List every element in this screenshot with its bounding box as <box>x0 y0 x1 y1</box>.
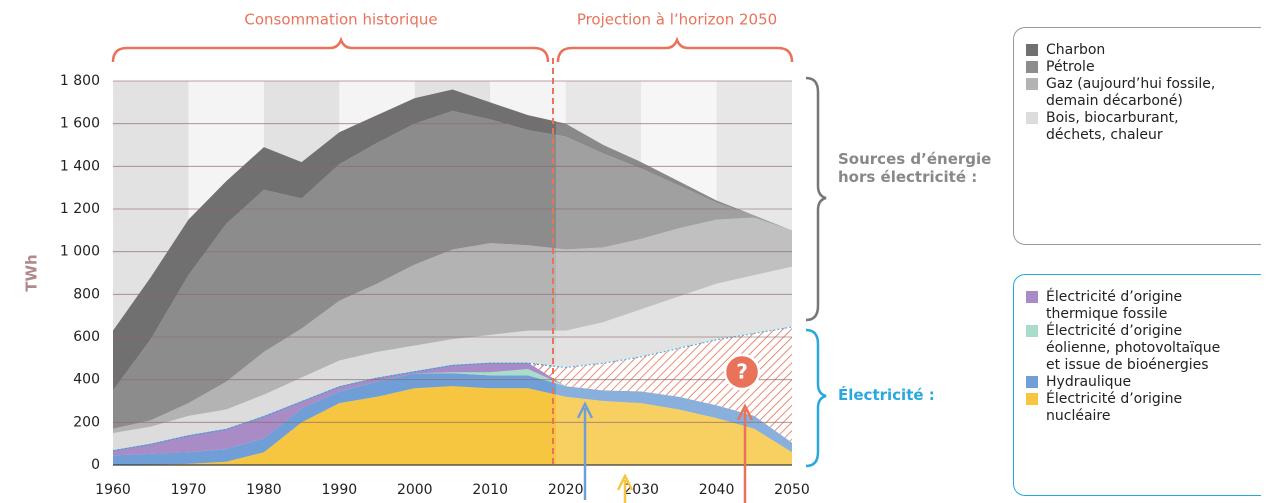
arrow <box>576 401 594 500</box>
y-tick-label: 1 400 <box>60 158 100 174</box>
legend-entry: Pétrole <box>1026 59 1261 76</box>
area <box>113 362 792 456</box>
brace <box>805 328 827 468</box>
legend-swatch <box>1026 376 1038 388</box>
legend-label: Pétrole <box>1046 59 1095 75</box>
projection-fade <box>556 81 792 465</box>
legend-label: Électricité d’origine thermique fossile <box>1046 289 1183 322</box>
y-tick-label: 400 <box>73 372 100 388</box>
non-electric-label: Sources d’énergie hors électricité : <box>838 150 992 186</box>
x-tick-label: 1990 <box>322 482 358 498</box>
legend-swatch <box>1026 78 1038 90</box>
brace <box>556 36 794 63</box>
legend-swatch <box>1026 112 1038 124</box>
legend-entry: Électricité d’origine nucléaire <box>1026 391 1261 425</box>
y-tick-label: 1 200 <box>60 201 100 217</box>
x-tick-label: 1970 <box>171 482 207 498</box>
y-tick-label: 1 000 <box>60 244 100 260</box>
y-tick-label: 1 600 <box>60 116 100 132</box>
electric-label: Électricité : <box>838 386 935 404</box>
historical-label: Consommation historique <box>244 11 437 29</box>
x-tick-label: 2000 <box>397 482 433 498</box>
y-axis-label: TWh <box>23 254 41 291</box>
legend-label: Électricité d’origine nucléaire <box>1046 391 1183 424</box>
legend-entry: Électricité d’origine éolienne, photovol… <box>1026 323 1261 374</box>
x-tick-label: 2030 <box>623 482 659 498</box>
legend-label: Gaz (aujourd’hui fossile, demain décarbo… <box>1046 76 1216 109</box>
legend-swatch <box>1026 325 1038 337</box>
x-tick-label: 1980 <box>246 482 282 498</box>
y-tick-label: 0 <box>91 457 100 473</box>
x-tick-label: 1960 <box>95 482 131 498</box>
unknown-label: ? <box>736 360 748 384</box>
arrow <box>736 403 754 503</box>
area <box>113 217 792 433</box>
brace <box>111 36 550 63</box>
x-tick-label: 2050 <box>774 482 810 498</box>
legend: Électricité d’origine thermique fossile É… <box>1013 274 1261 496</box>
y-tick-label: 600 <box>73 329 100 345</box>
x-tick-label: 2040 <box>699 482 735 498</box>
area <box>113 110 792 429</box>
legend-swatch <box>1026 291 1038 303</box>
legend-label: Charbon <box>1046 42 1106 58</box>
area <box>113 89 792 391</box>
legend: Charbon Pétrole Gaz (aujourd’hui fossile, … <box>1013 27 1261 245</box>
legend-entry: Bois, biocarburant, déchets, chaleur <box>1026 110 1261 144</box>
legend-label: Bois, biocarburant, déchets, chaleur <box>1046 110 1179 143</box>
x-tick-label: 2020 <box>548 482 584 498</box>
legend-label: Électricité d’origine éolienne, photovol… <box>1046 323 1221 373</box>
legend-entry: Gaz (aujourd’hui fossile, demain décarbo… <box>1026 76 1261 110</box>
legend-swatch <box>1026 393 1038 405</box>
arrow <box>616 473 634 503</box>
y-tick-label: 800 <box>73 286 100 302</box>
area <box>113 386 792 465</box>
legend-entry: Hydraulique <box>1026 374 1261 391</box>
y-tick-label: 1 800 <box>60 73 100 89</box>
legend-label: Hydraulique <box>1046 374 1132 390</box>
y-tick-label: 200 <box>73 414 100 430</box>
area <box>113 373 792 465</box>
legend-swatch <box>1026 44 1038 56</box>
legend-entry: Électricité d’origine thermique fossile <box>1026 289 1261 323</box>
unknown-badge <box>723 353 761 391</box>
legend-swatch <box>1026 61 1038 73</box>
brace <box>805 76 827 322</box>
projection-label: Projection à l’horizon 2050 <box>577 11 777 29</box>
legend-entry: Charbon <box>1026 42 1261 59</box>
x-tick-label: 2010 <box>472 482 508 498</box>
area <box>113 266 792 451</box>
